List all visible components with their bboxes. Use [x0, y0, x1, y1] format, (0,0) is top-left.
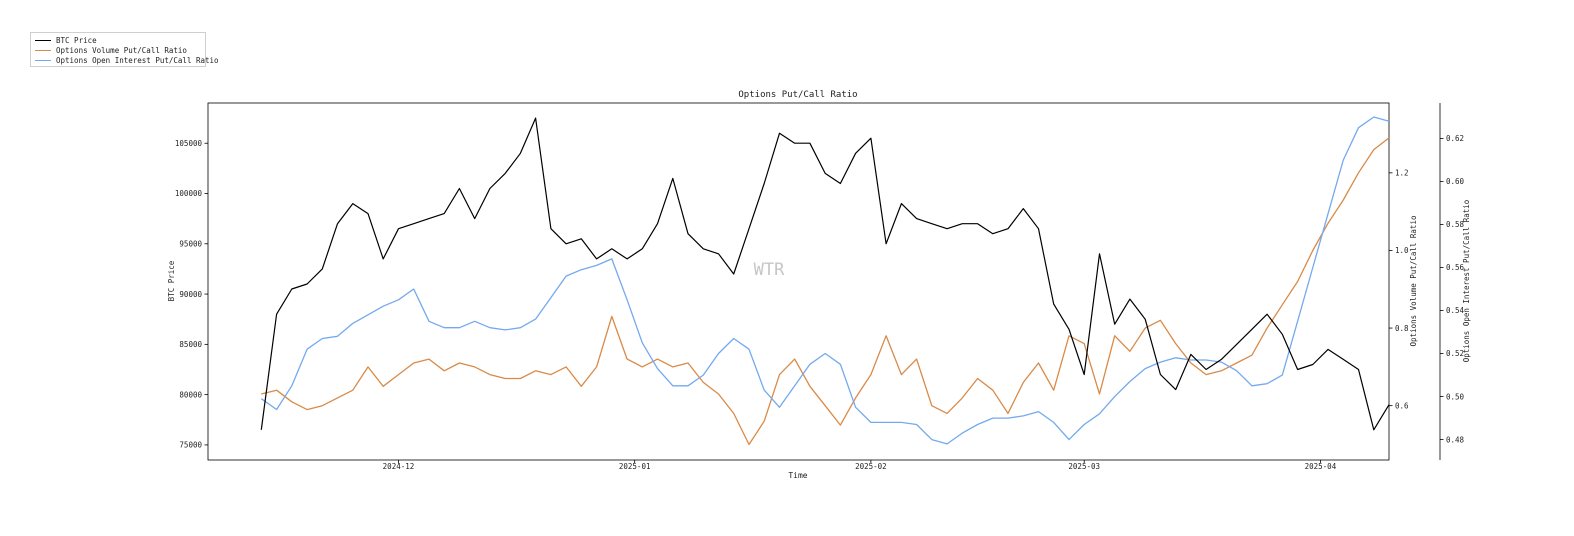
right1-axis-label: Options Volume Put/Call Ratio — [1409, 215, 1418, 346]
legend-swatch-volume — [35, 50, 51, 51]
legend-item-btc-price: BTC Price — [35, 35, 97, 46]
right2-axis-label: Options Open Interest Put/Call Ratio — [1462, 199, 1471, 362]
right1-tick-label: 0.8 — [1395, 324, 1409, 333]
right2-tick-label: 0.56 — [1446, 263, 1465, 272]
right1-tick-label: 1.0 — [1395, 246, 1409, 255]
legend-item-volume-ratio: Options Volume Put/Call Ratio — [35, 45, 187, 56]
x-tick-label: 2025-02 — [855, 462, 887, 471]
x-tick-label: 2025-01 — [619, 462, 651, 471]
chart-title: Options Put/Call Ratio — [738, 90, 857, 100]
right2-tick-label: 0.48 — [1446, 435, 1465, 444]
right2-tick-label: 0.54 — [1446, 306, 1465, 315]
left-tick-label: 80000 — [179, 390, 202, 399]
right2-tick-label: 0.58 — [1446, 220, 1465, 229]
legend-swatch-oi — [35, 60, 51, 61]
x-axis-label: Time — [788, 471, 807, 480]
right1-tick-label: 0.6 — [1395, 401, 1409, 410]
legend: BTC Price Options Volume Put/Call Ratio … — [30, 32, 219, 67]
ticks-layer: 2024-12 2025-01 2025-02 2025-03 2025-04 75000… — [175, 134, 1465, 471]
left-tick-label: 95000 — [179, 239, 202, 248]
right2-tick-label: 0.62 — [1446, 134, 1464, 143]
left-tick-label: 90000 — [179, 290, 202, 299]
legend-label-oi: Options Open Interest Put/Call Ratio — [56, 56, 219, 65]
right2-tick-label: 0.60 — [1446, 177, 1465, 186]
x-tick-label: 2025-03 — [1068, 462, 1100, 471]
legend-label-volume: Options Volume Put/Call Ratio — [56, 46, 187, 55]
right1-tick-label: 1.2 — [1395, 169, 1409, 178]
x-tick-label: 2025-04 — [1305, 462, 1337, 471]
right2-tick-label: 0.50 — [1446, 392, 1465, 401]
series-line-oi-ratio — [260, 116, 1390, 445]
left-tick-label: 100000 — [175, 189, 203, 198]
left-tick-label: 75000 — [179, 441, 202, 450]
left-tick-label: 105000 — [175, 139, 203, 148]
right2-tick-label: 0.52 — [1446, 349, 1464, 358]
left-axis-label: BTC Price — [167, 260, 176, 301]
legend-item-oi-ratio: Options Open Interest Put/Call Ratio — [35, 55, 219, 66]
x-tick-label: 2024-12 — [383, 462, 415, 471]
series-layer — [260, 116, 1390, 446]
legend-label-btc: BTC Price — [56, 36, 97, 45]
left-tick-label: 85000 — [179, 340, 202, 349]
watermark: WTR — [754, 260, 785, 280]
series-line-btc-price — [260, 117, 1390, 431]
legend-swatch-btc — [35, 40, 51, 41]
plot-area — [207, 102, 1390, 461]
series-line-volume-ratio — [261, 137, 1390, 446]
